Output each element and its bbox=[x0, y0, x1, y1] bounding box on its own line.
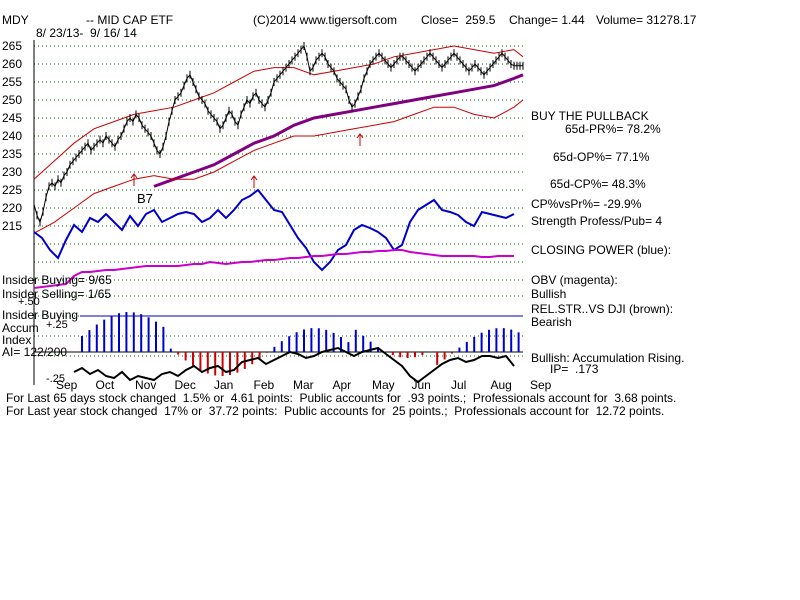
cp-label: 65d-CP%= 48.3% bbox=[550, 177, 646, 191]
relstr-bearish-label: Bearish bbox=[531, 315, 572, 329]
y-tick-label: 250 bbox=[2, 93, 23, 107]
accum-bullish-label: Bullish: Accumulation Rising. bbox=[531, 351, 685, 365]
month-label: Aug bbox=[490, 378, 512, 392]
obv-bullish-label: Bullish bbox=[531, 287, 567, 301]
insider-buying2-label: Insider Buying bbox=[2, 308, 79, 322]
month-label: Nov bbox=[135, 378, 157, 392]
closing-power-line bbox=[33, 188, 515, 272]
rel-strength-line bbox=[73, 346, 515, 384]
y-tick-label: 235 bbox=[2, 147, 23, 161]
insider-buying-label: Insider Buying= 9/65 bbox=[2, 273, 112, 287]
obv-line bbox=[33, 249, 514, 289]
month-label: May bbox=[372, 378, 395, 392]
volume-label: Volume= 31278.17 bbox=[596, 13, 697, 27]
fund-name: -- MID CAP ETF bbox=[86, 13, 174, 27]
relstr-label: REL.STR..VS DJI (brown): bbox=[531, 302, 674, 316]
month-label: Jun bbox=[411, 378, 431, 392]
month-label: Dec bbox=[174, 378, 196, 392]
y-tick-label: 215 bbox=[2, 219, 23, 233]
cpvspr-label: CP%vsPr%= -29.9% bbox=[531, 197, 642, 211]
date-range: 8/ 23/13- 9/ 16/ 14 bbox=[36, 26, 137, 40]
op-label: 65d-OP%= 77.1% bbox=[553, 150, 650, 164]
month-label: Feb bbox=[253, 378, 275, 392]
insider-selling-label: Insider Selling= 1/65 bbox=[2, 287, 112, 301]
y-tick-label: 255 bbox=[2, 75, 23, 89]
ticker-label: MDY bbox=[2, 13, 29, 27]
accum-plus50-label: +.50 bbox=[18, 296, 40, 308]
accum-plus25-label: +.25 bbox=[46, 319, 68, 331]
series-line-2 bbox=[33, 45, 524, 180]
y-tick-label: 225 bbox=[2, 183, 23, 197]
buy-arrow-head bbox=[250, 175, 258, 181]
series-line-3 bbox=[33, 99, 524, 234]
y-tick-label: 240 bbox=[2, 129, 23, 143]
month-label: Apr bbox=[332, 378, 352, 392]
copyright-label: (C)2014 www.tigersoft.com bbox=[253, 13, 398, 27]
close-label: Close= 259.5 bbox=[421, 13, 496, 27]
obv-label: OBV (magenta): bbox=[531, 273, 618, 287]
month-label: Sep bbox=[530, 378, 552, 392]
month-label: Mar bbox=[293, 378, 314, 392]
month-label: Sep bbox=[56, 378, 78, 392]
change-label: Change= 1.44 bbox=[509, 13, 585, 27]
y-tick-label: 265 bbox=[2, 39, 23, 53]
accum-label: Accum bbox=[2, 321, 39, 335]
buy-pullback-label: BUY THE PULLBACK bbox=[531, 109, 649, 123]
footer-line-1: For Last 65 days stock changed 1.5% or 4… bbox=[6, 391, 677, 405]
buy-arrow-head bbox=[130, 173, 138, 179]
accum-minus25-label: -.25 bbox=[46, 373, 65, 385]
ip-label: IP= .173 bbox=[550, 362, 599, 376]
buy-arrow-head bbox=[356, 133, 364, 139]
month-label: Jul bbox=[451, 378, 467, 392]
y-tick-label: 245 bbox=[2, 111, 23, 125]
ai-label: AI= 122/200 bbox=[2, 345, 68, 359]
month-label: Oct bbox=[95, 378, 115, 392]
index-label: Index bbox=[2, 333, 32, 347]
y-tick-label: 220 bbox=[2, 201, 23, 215]
footer-line-2: For Last year stock changed 17% or 37.72… bbox=[6, 404, 665, 418]
y-tick-label: 230 bbox=[2, 165, 23, 179]
pr-label: 65d-PR%= 78.2% bbox=[565, 122, 661, 136]
closing-power-label: CLOSING POWER (blue): bbox=[531, 243, 672, 257]
b7-annotation: B7 bbox=[137, 191, 153, 206]
month-label: Jan bbox=[214, 378, 234, 392]
series-line-1 bbox=[153, 73, 524, 188]
strength-label: Strength Profess/Pub= 4 bbox=[531, 214, 663, 228]
y-tick-label: 260 bbox=[2, 57, 23, 71]
